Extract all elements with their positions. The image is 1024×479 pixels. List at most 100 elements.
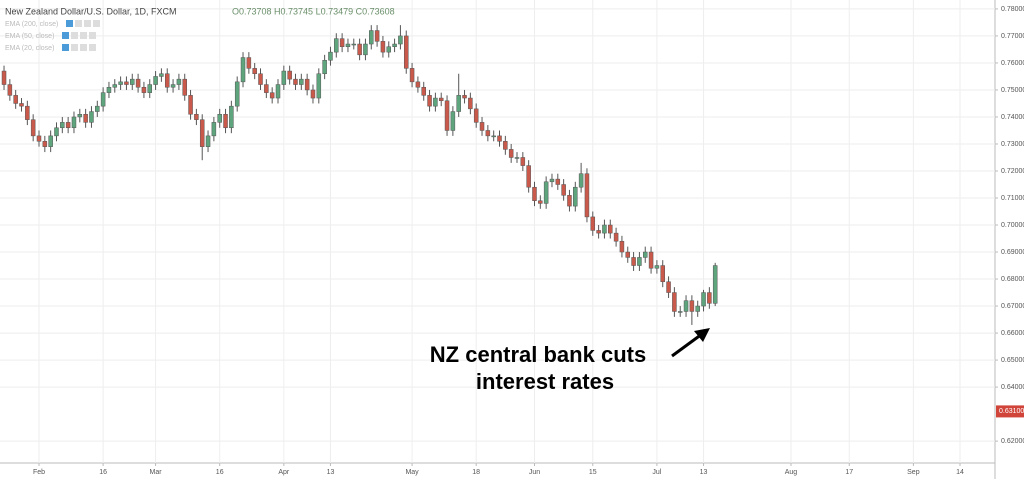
candle-body	[444, 100, 450, 131]
y-tick-label: 0.72000	[1001, 168, 1024, 175]
candle-body	[19, 103, 24, 107]
candle-body	[211, 122, 217, 137]
annotation: interest rates	[476, 369, 614, 394]
indicator-icon[interactable]	[75, 20, 82, 27]
candle-body	[95, 105, 100, 112]
candle-body	[363, 43, 368, 56]
candle-body	[205, 135, 211, 147]
x-tick-label: Mar	[150, 469, 163, 476]
candle-body	[287, 70, 292, 80]
candle-body	[130, 78, 135, 85]
indicator-icon[interactable]	[84, 20, 91, 27]
indicator-icon[interactable]	[89, 44, 96, 51]
candle-body	[275, 84, 281, 99]
candle-body	[188, 95, 193, 115]
candle-body	[182, 78, 187, 96]
candle-body	[170, 84, 176, 88]
indicator-icon[interactable]	[71, 44, 78, 51]
indicator-icon[interactable]	[93, 20, 100, 27]
candle-body	[304, 78, 310, 91]
x-tick-label: Jun	[529, 469, 540, 476]
candle-body	[654, 265, 660, 269]
y-tick-label: 0.62000	[1001, 438, 1024, 445]
candle-body	[648, 251, 654, 269]
annotation: NZ central bank cuts	[430, 342, 646, 367]
candle-body	[345, 43, 351, 47]
candle-body	[479, 122, 485, 131]
indicator-icon[interactable]	[62, 32, 69, 39]
candle-body	[240, 57, 246, 83]
candle-body	[159, 73, 164, 77]
candle-body	[374, 30, 380, 42]
y-tick-label: 0.77000	[1001, 33, 1024, 40]
candle-body	[264, 84, 269, 93]
candle-body	[613, 232, 619, 242]
candle-body	[25, 105, 30, 120]
candle-body	[48, 135, 53, 147]
indicator-icon[interactable]	[71, 32, 78, 39]
candle-body	[223, 114, 228, 129]
candle-body	[567, 195, 572, 207]
candle-body	[427, 95, 432, 107]
candle-body	[666, 281, 671, 293]
candle-body	[701, 292, 706, 307]
candle-body	[135, 78, 141, 88]
x-tick-label: 16	[216, 469, 224, 476]
candle-body	[549, 178, 555, 183]
candle-body	[141, 87, 147, 93]
candle-body	[77, 114, 83, 118]
indicator-label: EMA (20, close)	[5, 45, 54, 52]
candle-body	[438, 97, 444, 102]
indicator-icon[interactable]	[66, 20, 73, 27]
candle-body	[42, 141, 48, 147]
candle-body	[357, 43, 362, 56]
x-tick-label: 13	[327, 469, 335, 476]
candle-body	[118, 81, 123, 85]
x-tick-label: Sep	[907, 469, 920, 476]
indicator-label: EMA (50, close)	[5, 33, 54, 40]
x-tick-label: 14	[956, 469, 964, 476]
candle-body	[392, 43, 397, 47]
candle-body	[83, 114, 88, 123]
y-tick-label: 0.68000	[1001, 276, 1024, 283]
x-tick-label: Apr	[278, 469, 290, 476]
last-price-box	[996, 405, 1024, 418]
indicator-icon[interactable]	[80, 44, 87, 51]
candle-body	[322, 59, 327, 74]
candle-body	[310, 89, 316, 99]
candle-body	[281, 70, 287, 85]
candle-body	[258, 73, 263, 85]
indicator-icon[interactable]	[80, 32, 87, 39]
y-tick-label: 0.75000	[1001, 87, 1024, 94]
candle-body	[351, 43, 357, 46]
candle-body	[450, 111, 456, 131]
y-tick-label: 0.64000	[1001, 384, 1024, 391]
indicator-icon[interactable]	[62, 44, 69, 51]
candle-body	[532, 186, 537, 201]
candle-body	[683, 300, 689, 312]
candle-body	[299, 78, 304, 85]
candle-body	[147, 84, 153, 93]
candle-body	[543, 181, 549, 204]
candle-body	[1, 70, 7, 85]
candle-body	[153, 76, 158, 85]
candle-body	[380, 41, 386, 53]
y-tick-label: 0.65000	[1001, 357, 1024, 364]
candle-body	[36, 135, 42, 142]
candle-body	[503, 141, 508, 150]
indicator-icon[interactable]	[89, 32, 96, 39]
candle-body	[246, 57, 252, 69]
candle-body	[712, 265, 718, 304]
candle-body	[520, 157, 526, 166]
candle-body	[514, 157, 520, 159]
candle-body	[234, 81, 240, 107]
candle-body	[462, 95, 467, 99]
x-tick-label: Aug	[785, 469, 798, 476]
x-tick-label: Feb	[33, 469, 45, 476]
candle-body	[677, 311, 683, 313]
candle-body	[590, 216, 596, 231]
candle-body	[415, 81, 421, 88]
candle-body	[578, 173, 584, 188]
y-tick-label: 0.67000	[1001, 303, 1024, 310]
